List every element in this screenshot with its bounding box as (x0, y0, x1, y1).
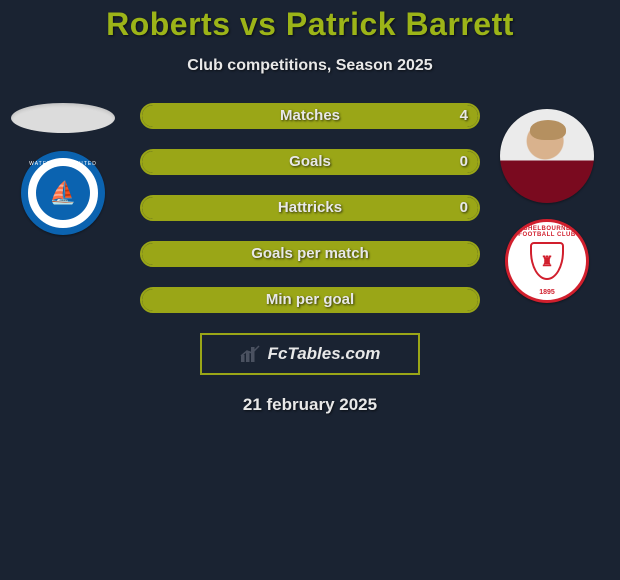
date-label: 21 february 2025 (0, 395, 620, 415)
player-right-avatar (500, 109, 594, 203)
infographic-root: Roberts vs Patrick Barrett Club competit… (0, 0, 620, 415)
stat-bar-goals-per-match: Goals per match (140, 241, 480, 267)
crest-inner: ⛵ (36, 166, 90, 220)
stat-bar-hattricks: Hattricks 0 (140, 195, 480, 221)
crest-shield: ♜ (530, 242, 564, 280)
stat-bars: Matches 4 Goals 0 Hattricks 0 Goals per … (140, 103, 480, 313)
stat-bar-min-per-goal: Min per goal (140, 287, 480, 313)
crest-year: 1895 (508, 289, 586, 296)
stat-value: 0 (460, 197, 468, 219)
player-left-column: WATERFORD UNITED ⛵ (8, 103, 118, 235)
castle-icon: ♜ (541, 253, 554, 270)
stat-label: Goals (142, 151, 478, 173)
page-title: Roberts vs Patrick Barrett (0, 6, 620, 43)
stat-label: Goals per match (142, 243, 478, 265)
stat-label: Min per goal (142, 289, 478, 311)
stat-label: Hattricks (142, 197, 478, 219)
stat-value: 0 (460, 151, 468, 173)
club-crest-shelbourne: SHELBOURNE FOOTBALL CLUB ♜ 1895 (505, 219, 589, 303)
player-left-avatar (11, 103, 115, 133)
crest-text: WATERFORD UNITED (28, 161, 98, 167)
stat-bar-goals: Goals 0 (140, 149, 480, 175)
stat-label: Matches (142, 105, 478, 127)
stat-value: 4 (460, 105, 468, 127)
player-right-column: SHELBOURNE FOOTBALL CLUB ♜ 1895 (492, 103, 602, 303)
crest-text: SHELBOURNE FOOTBALL CLUB (508, 226, 586, 238)
bar-chart-icon (240, 345, 262, 363)
ship-icon: ⛵ (49, 180, 76, 206)
watermark-text: FcTables.com (268, 344, 381, 364)
comparison-panel: WATERFORD UNITED ⛵ SHELBOURNE FOOTBALL C… (0, 103, 620, 415)
stat-bar-matches: Matches 4 (140, 103, 480, 129)
club-crest-waterford: WATERFORD UNITED ⛵ (21, 151, 105, 235)
watermark: FcTables.com (200, 333, 420, 375)
page-subtitle: Club competitions, Season 2025 (0, 57, 620, 75)
